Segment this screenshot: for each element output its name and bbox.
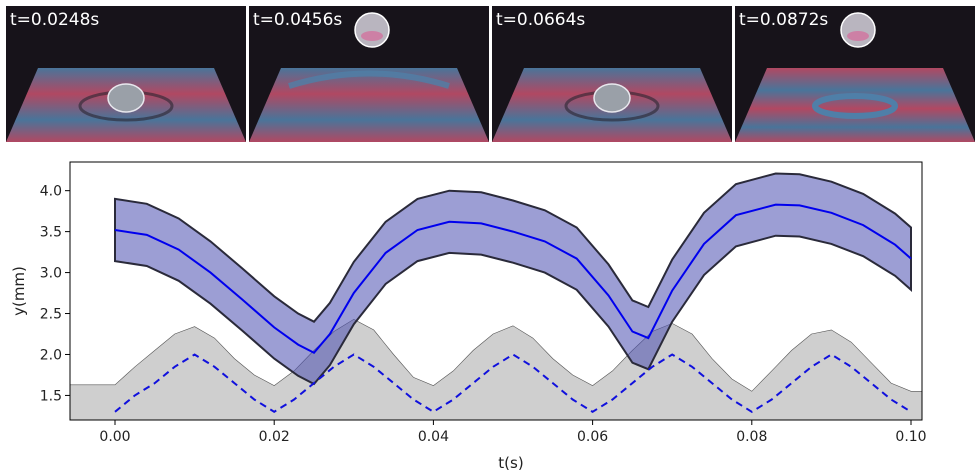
bath-oscillation-line (114, 353, 912, 413)
photo-image (6, 6, 246, 142)
photo-time-label: t=0.0456s (253, 10, 343, 30)
x-tick-label: 0.02 (259, 429, 290, 445)
photo-panel: t=0.0456s (249, 6, 489, 142)
photo-panel: t=0.0664s (492, 6, 732, 142)
trajectory-chart: 0.00 0.02 0.04 0.06 0.08 0.10 1.5 2.0 2.5 3.0 3.5 4… (10, 161, 927, 472)
y-axis-label: y(mm) (10, 266, 28, 316)
droplet (840, 12, 876, 48)
photo-time-label: t=0.0872s (739, 10, 829, 30)
droplet-reflection (361, 31, 383, 41)
y-tick-label: 3.0 (40, 266, 62, 282)
droplet (107, 83, 145, 113)
photo-image (735, 6, 975, 142)
fluid-surface (735, 68, 975, 142)
photo-panel: t=0.0872s (735, 6, 975, 142)
droplet (354, 12, 390, 48)
y-tick-label: 2.5 (40, 307, 62, 323)
photo-image (492, 6, 732, 142)
ripple-ring (812, 93, 898, 119)
photo-image (249, 6, 489, 142)
photo-time-label: t=0.0248s (10, 10, 100, 30)
x-tick-label: 0.08 (736, 429, 767, 445)
trajectory-line (114, 203, 912, 355)
x-tick-label: 0.00 (99, 429, 130, 445)
trajectory-band (114, 172, 912, 386)
y-tick-label: 4.0 (40, 184, 62, 200)
droplet (593, 83, 631, 113)
photo-strip: t=0.0248s t=0.0456s t=0.0664s t=0.0872s (6, 6, 975, 142)
plot-area (70, 172, 922, 420)
fluid-surface (249, 68, 489, 142)
y-tick-label: 2.0 (40, 347, 62, 363)
photo-time-label: t=0.0664s (496, 10, 586, 30)
y-tick-label: 1.5 (40, 388, 62, 404)
y-tick-label: 3.5 (40, 225, 62, 241)
plot-frame (69, 161, 923, 421)
x-tick-label: 0.06 (577, 429, 608, 445)
x-tick-label: 0.10 (895, 429, 926, 445)
bath-profile-area (70, 318, 922, 420)
ripple-ring (288, 70, 450, 89)
droplet-reflection (847, 31, 869, 41)
photo-panel: t=0.0248s (6, 6, 246, 142)
x-tick-label: 0.04 (418, 429, 449, 445)
x-axis-label: t(s) (498, 454, 523, 472)
